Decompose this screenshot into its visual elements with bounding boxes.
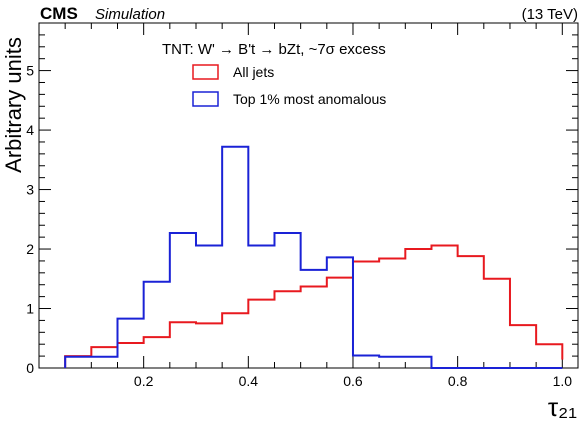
x-axis-label: τ₂₁	[548, 392, 577, 422]
chart-title: TNT: W' → B't → bZt, ~7σ excess	[162, 41, 386, 58]
y-tick-label: 4	[26, 122, 34, 138]
legend-swatch-0	[192, 64, 219, 80]
series-line-1	[64, 145, 563, 369]
legend: All jets Top 1% most anomalous	[192, 64, 386, 107]
y-tick-label: 5	[26, 63, 34, 79]
plot-frame	[38, 22, 579, 369]
x-tick-label: 0.4	[239, 373, 259, 389]
x-tick-label: 1.0	[553, 373, 573, 389]
x-tick-label: 0.2	[134, 373, 154, 389]
y-tick-label: 1	[26, 301, 34, 317]
legend-label-1: Top 1% most anomalous	[233, 91, 386, 107]
series-layer	[64, 145, 564, 369]
y-axis-label: Arbitrary units	[1, 37, 26, 173]
simulation-label: Simulation	[95, 6, 165, 23]
series-line-0	[64, 244, 564, 368]
energy-label: (13 TeV)	[522, 6, 578, 23]
y-tick-label: 0	[26, 360, 34, 376]
x-tick-label: 0.8	[448, 373, 468, 389]
x-tick-label: 0.6	[343, 373, 363, 389]
axes: 0.2 0.4 0.6 0.8 1.0 0 1 2 3 4 5	[26, 22, 579, 389]
cms-label: CMS	[40, 4, 78, 23]
y-tick-label: 2	[26, 241, 34, 257]
legend-label-0: All jets	[233, 64, 274, 80]
legend-swatch-1	[192, 91, 219, 107]
y-tick-label: 3	[26, 182, 34, 198]
